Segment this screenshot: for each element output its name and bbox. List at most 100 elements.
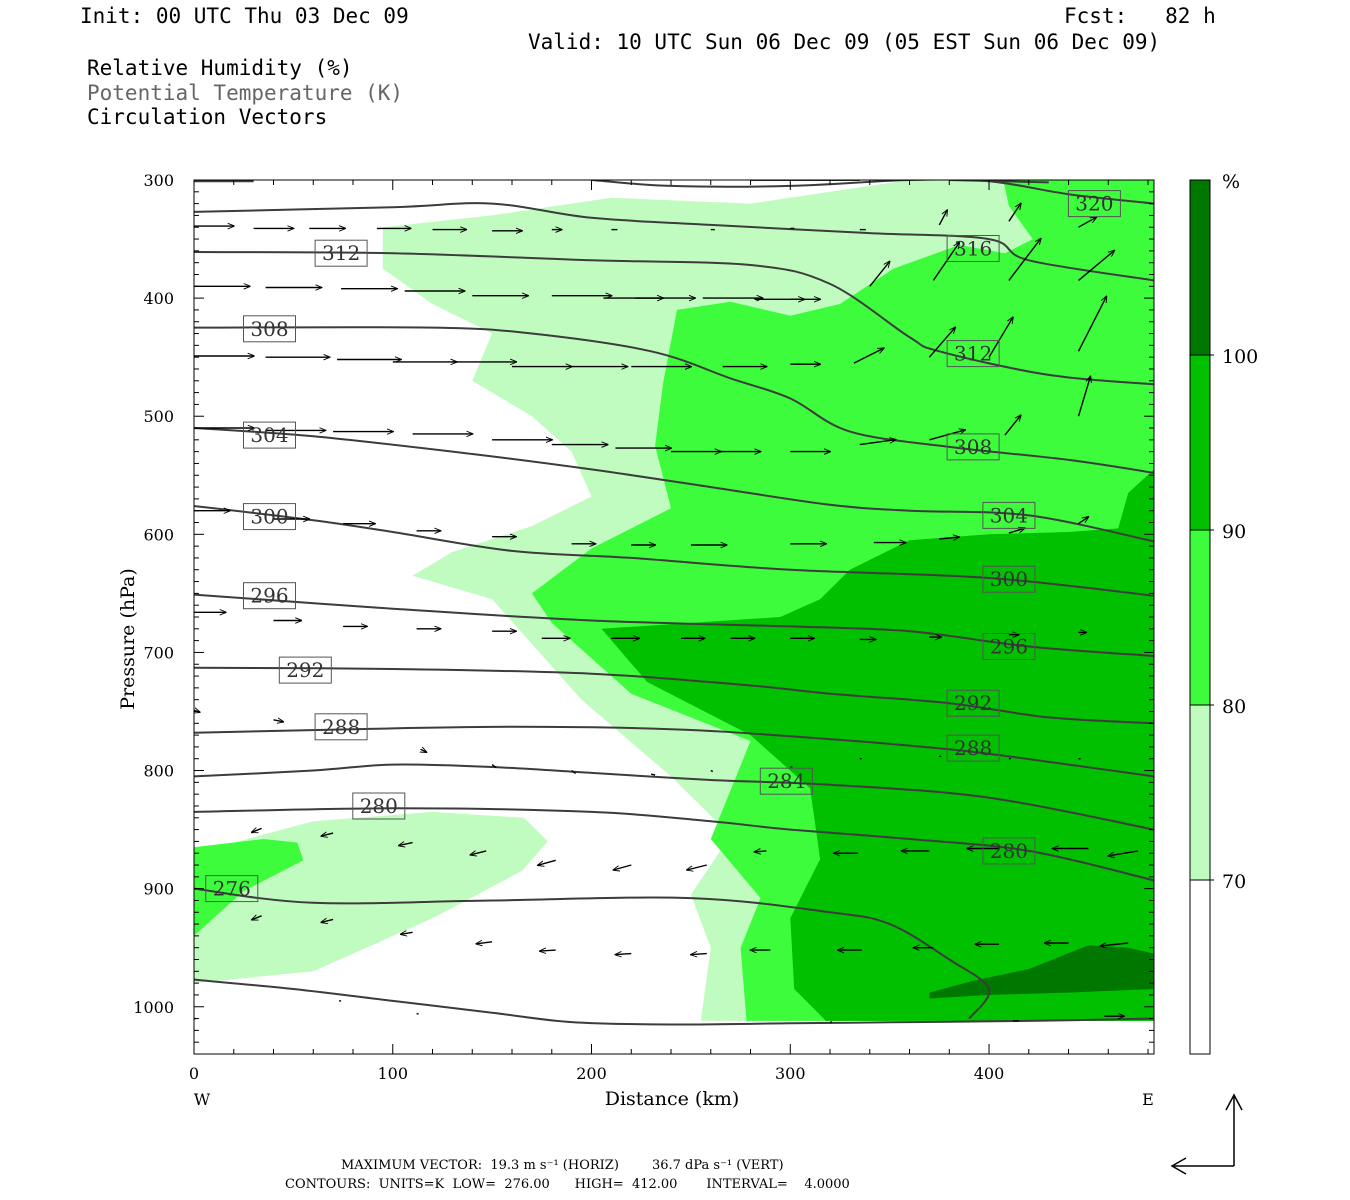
y-axis-label: Pressure (hPa) bbox=[117, 568, 139, 710]
circulation-vector bbox=[650, 773, 656, 776]
axes: 300 400 500 600 700 800 900 1000 0 100 200 300 400 W E… bbox=[117, 171, 1154, 1110]
valid-time: Valid: 10 UTC Sun 06 Dec 09 (05 EST Sun … bbox=[528, 30, 1161, 54]
y-tick-label-700: 700 bbox=[143, 643, 174, 662]
theta-label-box-288-1 bbox=[314, 713, 368, 741]
theta-label-box-296-1 bbox=[243, 582, 296, 610]
theta-label-284-1: 284 bbox=[767, 769, 805, 793]
circulation-vector bbox=[252, 828, 262, 832]
y-tick-label-1000: 1000 bbox=[133, 998, 174, 1017]
circulation-vector bbox=[399, 843, 413, 846]
field-label-rh: Relative Humidity (%) bbox=[87, 56, 353, 80]
theta-label-276-1: 276 bbox=[213, 877, 251, 901]
circulation-vector bbox=[754, 851, 767, 852]
circulation-vector bbox=[1100, 943, 1129, 946]
circulation-vector bbox=[476, 942, 493, 944]
x-tick-label-200: 200 bbox=[576, 1064, 607, 1083]
theta-contour-284 bbox=[194, 763, 1154, 831]
y-tick-label-900: 900 bbox=[143, 880, 174, 899]
theta-label-312-1: 312 bbox=[322, 241, 360, 265]
x-end-label-west: W bbox=[194, 1090, 211, 1109]
theta-label-320-1: 320 bbox=[1075, 192, 1113, 216]
circulation-vector bbox=[1004, 415, 1021, 436]
circulation-vector bbox=[538, 859, 556, 865]
circulation-vector bbox=[1008, 528, 1025, 534]
colorbar-swatch-below70 bbox=[1189, 879, 1211, 1055]
circulation-vector bbox=[1078, 217, 1097, 228]
circulation-vector bbox=[853, 348, 884, 364]
colorbar-swatch-rh90 bbox=[1189, 354, 1211, 531]
x-tick-label-400: 400 bbox=[974, 1064, 1005, 1083]
theta-contour-288 bbox=[194, 725, 1154, 778]
circulation-vector bbox=[938, 210, 947, 226]
field-label-theta: Potential Temperature (K) bbox=[87, 81, 404, 105]
circulation-vector bbox=[321, 919, 334, 922]
theta-label-box-296-2 bbox=[982, 633, 1036, 660]
theta-contour-316 bbox=[194, 202, 1154, 282]
circulation-vector bbox=[932, 242, 959, 281]
theta-label-box-312-2 bbox=[946, 340, 1000, 368]
circulation-vector bbox=[491, 764, 497, 769]
y-tick-label-300: 300 bbox=[143, 171, 174, 190]
circulation-vector bbox=[273, 720, 284, 722]
y-tick-label-600: 600 bbox=[143, 525, 174, 544]
theta-label-box-280-1 bbox=[352, 792, 406, 820]
circulation-vector bbox=[1078, 250, 1115, 281]
colorbar-unit: % bbox=[1222, 171, 1240, 193]
rh-fill-layer bbox=[194, 180, 1154, 1021]
theta-label-308-1: 308 bbox=[250, 317, 288, 341]
colorbar-label-70: 70 bbox=[1222, 871, 1246, 893]
colorbar-label-100: 100 bbox=[1222, 346, 1258, 368]
colorbar-swatch-rh70 bbox=[1189, 704, 1211, 881]
theta-label-300-1: 300 bbox=[250, 505, 288, 529]
x-tick-label-100: 100 bbox=[377, 1064, 408, 1083]
theta-label-304-2: 304 bbox=[990, 503, 1028, 527]
contour-info-note: CONTOURS: UNITS=K LOW= 276.00 HIGH= 412.… bbox=[285, 1177, 850, 1192]
theta-contour-276 bbox=[194, 887, 991, 1020]
theta-label-316-1: 316 bbox=[954, 237, 992, 261]
theta-label-box-292-2 bbox=[946, 689, 1000, 717]
circulation-vector bbox=[1077, 376, 1091, 417]
rh-fill-rh100-0 bbox=[929, 945, 1154, 999]
theta-contour-280 bbox=[194, 807, 1154, 882]
y-tick-label-500: 500 bbox=[143, 407, 174, 426]
circulation-vector bbox=[687, 864, 707, 870]
theta-contour-308 bbox=[194, 326, 1154, 474]
theta-label-280-1: 280 bbox=[360, 794, 398, 818]
theta-label-box-304-1 bbox=[243, 421, 296, 449]
theta-contour-296 bbox=[194, 593, 1154, 657]
forecast-hour: Fcst: 82 h bbox=[1064, 4, 1216, 28]
theta-label-box-320-1 bbox=[1067, 190, 1121, 218]
theta-label-box-276-1 bbox=[205, 875, 259, 903]
circulation-vector bbox=[571, 769, 577, 775]
circulation-vector bbox=[1108, 850, 1139, 856]
theta-label-296-2: 296 bbox=[990, 635, 1028, 659]
theta-contour-300 bbox=[194, 505, 1154, 597]
circulation-vector bbox=[710, 769, 714, 773]
theta-label-box-308-2 bbox=[946, 433, 1000, 461]
circulation-vector bbox=[540, 950, 556, 951]
theta-label-304-1: 304 bbox=[250, 423, 288, 447]
circulation-vector bbox=[321, 833, 334, 836]
circulation-vector bbox=[939, 537, 959, 539]
colorbar-swatch-rh80 bbox=[1189, 529, 1211, 706]
theta-contour-layer bbox=[194, 180, 1154, 1026]
circulation-vector bbox=[470, 850, 487, 855]
field-label-vectors: Circulation Vectors bbox=[87, 105, 328, 129]
circulation-vector bbox=[869, 261, 890, 287]
theta-label-box-300-1 bbox=[243, 503, 296, 531]
theta-contour-292 bbox=[194, 666, 1154, 725]
colorbar: % 100 90 80 70 bbox=[1189, 171, 1258, 1055]
theta-label-box-312-1 bbox=[314, 239, 368, 267]
circulation-vector bbox=[252, 916, 262, 920]
x-axis-label: Distance (km) bbox=[605, 1088, 740, 1110]
theta-label-box-280-2 bbox=[982, 837, 1036, 865]
theta-label-292-2: 292 bbox=[954, 691, 992, 715]
theta-label-box-316-1 bbox=[946, 235, 1000, 262]
theta-contour-15 bbox=[194, 978, 1154, 1026]
theta-contour-304 bbox=[194, 427, 1154, 543]
circulation-vector bbox=[613, 864, 632, 870]
theta-label-box-304-2 bbox=[982, 501, 1036, 529]
max-vector-note: MAXIMUM VECTOR: 19.3 m s⁻¹ (HORIZ) 36.7 … bbox=[341, 1158, 784, 1173]
circulation-vector bbox=[859, 440, 896, 446]
circulation-vector bbox=[1008, 238, 1041, 281]
